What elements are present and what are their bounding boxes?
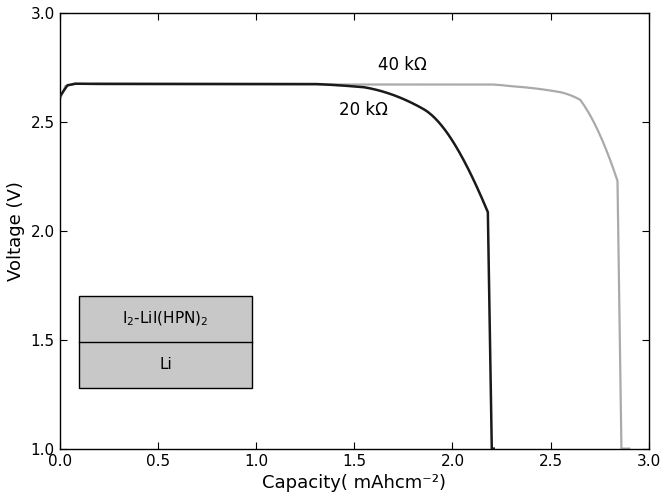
Text: I$_2$-LiI(HPN)$_2$: I$_2$-LiI(HPN)$_2$: [122, 310, 209, 328]
Y-axis label: Voltage (V): Voltage (V): [7, 181, 25, 281]
Text: 40 kΩ: 40 kΩ: [378, 55, 427, 73]
Text: Li: Li: [159, 357, 172, 372]
X-axis label: Capacity( mAhcm⁻²): Capacity( mAhcm⁻²): [263, 474, 446, 492]
Text: 20 kΩ: 20 kΩ: [339, 101, 387, 119]
Bar: [79, 296, 252, 388]
